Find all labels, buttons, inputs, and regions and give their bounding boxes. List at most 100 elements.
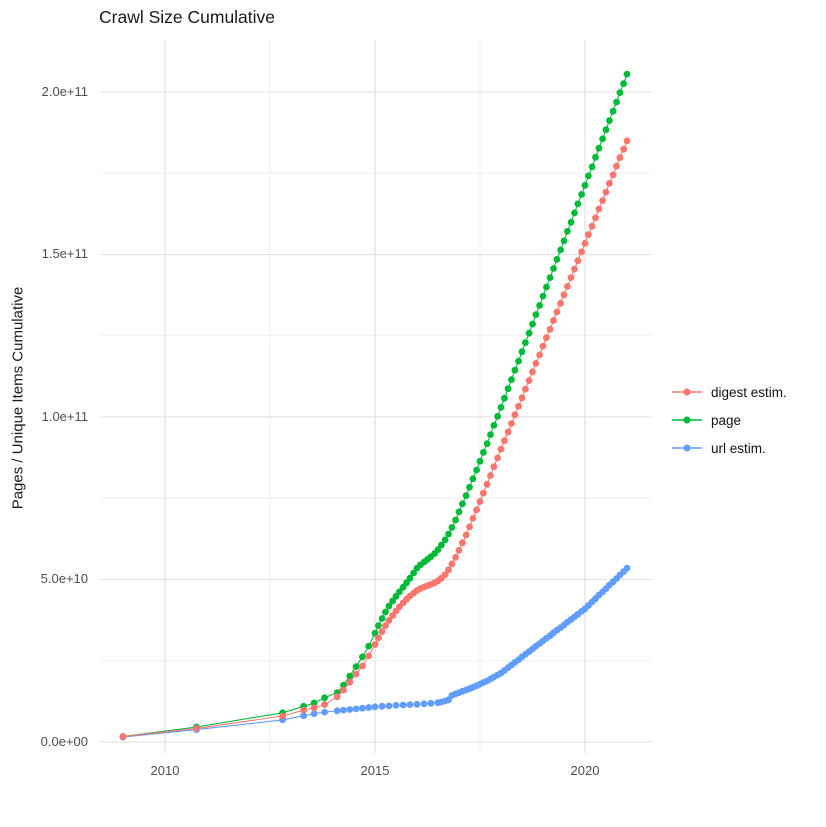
legend: digest estim. page url estim. xyxy=(671,378,787,462)
series-page xyxy=(119,70,631,740)
data-point-digest-estim xyxy=(469,515,477,522)
data-point-page xyxy=(310,699,318,707)
data-point-page xyxy=(480,449,487,456)
data-point-page xyxy=(382,608,389,616)
legend-item-digest-estim: digest estim. xyxy=(671,378,787,406)
data-point-page xyxy=(592,153,599,161)
data-point-digest-estim xyxy=(480,489,487,497)
data-point-digest-estim xyxy=(371,641,379,648)
data-point-page xyxy=(606,117,613,124)
data-point-digest-estim xyxy=(321,701,328,708)
x-tick-label-2020: 2020 xyxy=(570,763,600,778)
data-point-digest-estim xyxy=(359,662,366,670)
data-point-url-estim xyxy=(623,564,631,572)
x-tick-label-2015: 2015 xyxy=(360,763,390,778)
data-point-page xyxy=(406,574,414,582)
data-point-digest-estim xyxy=(452,554,459,561)
data-point-url-estim xyxy=(399,701,407,709)
data-point-page xyxy=(557,246,564,254)
chart-title: Crawl Size Cumulative xyxy=(99,7,276,27)
data-point-page xyxy=(567,218,575,226)
data-point-page xyxy=(441,536,449,544)
data-point-digest-estim xyxy=(585,231,592,239)
data-point-page xyxy=(473,466,480,474)
data-point-url-estim xyxy=(321,708,328,716)
data-point-digest-estim xyxy=(119,733,127,740)
data-point-digest-estim xyxy=(560,291,568,299)
data-point-page xyxy=(340,681,347,689)
data-point-page xyxy=(385,602,393,610)
data-point-digest-estim xyxy=(448,560,456,568)
data-point-digest-estim xyxy=(508,420,515,427)
legend-label: page xyxy=(711,412,742,428)
data-point-digest-estim xyxy=(494,454,501,462)
data-point-url-estim xyxy=(392,702,400,709)
data-point-digest-estim xyxy=(546,325,554,333)
y-tick-label-2: 1.0e+11 xyxy=(41,409,88,424)
data-point-page xyxy=(352,663,360,670)
data-point-url-estim xyxy=(413,700,421,708)
data-point-page xyxy=(378,615,386,622)
data-point-page xyxy=(452,516,459,524)
data-point-digest-estim xyxy=(609,171,617,179)
data-point-digest-estim xyxy=(567,274,575,281)
data-point-page xyxy=(571,209,578,217)
data-point-page xyxy=(616,89,624,96)
series-url-estim xyxy=(119,564,631,741)
data-point-digest-estim xyxy=(553,308,561,316)
data-point-page xyxy=(620,80,627,87)
data-point-digest-estim xyxy=(536,351,543,359)
data-point-url-estim xyxy=(427,699,435,707)
data-point-url-estim xyxy=(359,704,366,712)
legend-item-url-estim: url estim. xyxy=(671,434,787,462)
data-point-url-estim xyxy=(420,700,428,708)
data-point-url-estim xyxy=(378,702,386,710)
data-point-url-estim xyxy=(352,705,360,713)
data-point-digest-estim xyxy=(483,480,491,488)
data-point-digest-estim xyxy=(490,463,498,471)
data-point-digest-estim xyxy=(595,205,603,213)
data-point-page xyxy=(448,524,456,531)
data-point-page xyxy=(515,357,522,365)
y-tick-label-1: 5.0e+10 xyxy=(40,571,88,586)
data-point-digest-estim xyxy=(532,360,540,367)
data-point-url-estim xyxy=(406,701,414,708)
data-point-digest-estim xyxy=(613,162,620,170)
data-point-page xyxy=(574,200,582,208)
data-point-page xyxy=(585,172,592,180)
legend-key-icon xyxy=(672,388,702,396)
data-point-digest-estim xyxy=(445,566,452,574)
data-point-digest-estim xyxy=(279,712,286,720)
data-point-page xyxy=(609,107,617,115)
data-point-digest-estim xyxy=(340,686,347,694)
data-point-url-estim xyxy=(333,707,341,715)
data-point-page xyxy=(525,329,533,337)
data-point-digest-estim xyxy=(193,725,200,732)
data-point-digest-estim xyxy=(375,634,382,642)
data-point-page xyxy=(371,629,379,637)
data-point-digest-estim xyxy=(574,257,582,265)
data-point-digest-estim xyxy=(557,299,564,307)
data-point-page xyxy=(483,440,491,448)
data-point-page xyxy=(466,483,473,491)
data-point-page xyxy=(539,292,547,300)
data-point-digest-estim xyxy=(529,368,536,376)
y-tick-label-3: 1.5e+11 xyxy=(41,246,88,261)
data-point-page xyxy=(581,181,589,189)
data-point-url-estim xyxy=(310,710,318,718)
data-point-digest-estim xyxy=(564,283,571,290)
data-point-page xyxy=(375,622,382,629)
data-point-digest-estim xyxy=(525,377,533,384)
data-point-page xyxy=(459,500,466,508)
data-point-digest-estim xyxy=(592,214,599,222)
data-point-digest-estim xyxy=(588,222,596,230)
data-point-page xyxy=(504,385,512,393)
data-point-digest-estim xyxy=(462,531,470,539)
data-point-digest-estim xyxy=(365,652,373,660)
data-point-page xyxy=(501,394,508,402)
data-point-digest-estim xyxy=(518,394,526,402)
data-point-page xyxy=(529,320,536,328)
data-point-page xyxy=(599,135,606,143)
data-point-digest-estim xyxy=(620,145,627,153)
data-point-page xyxy=(518,348,526,356)
